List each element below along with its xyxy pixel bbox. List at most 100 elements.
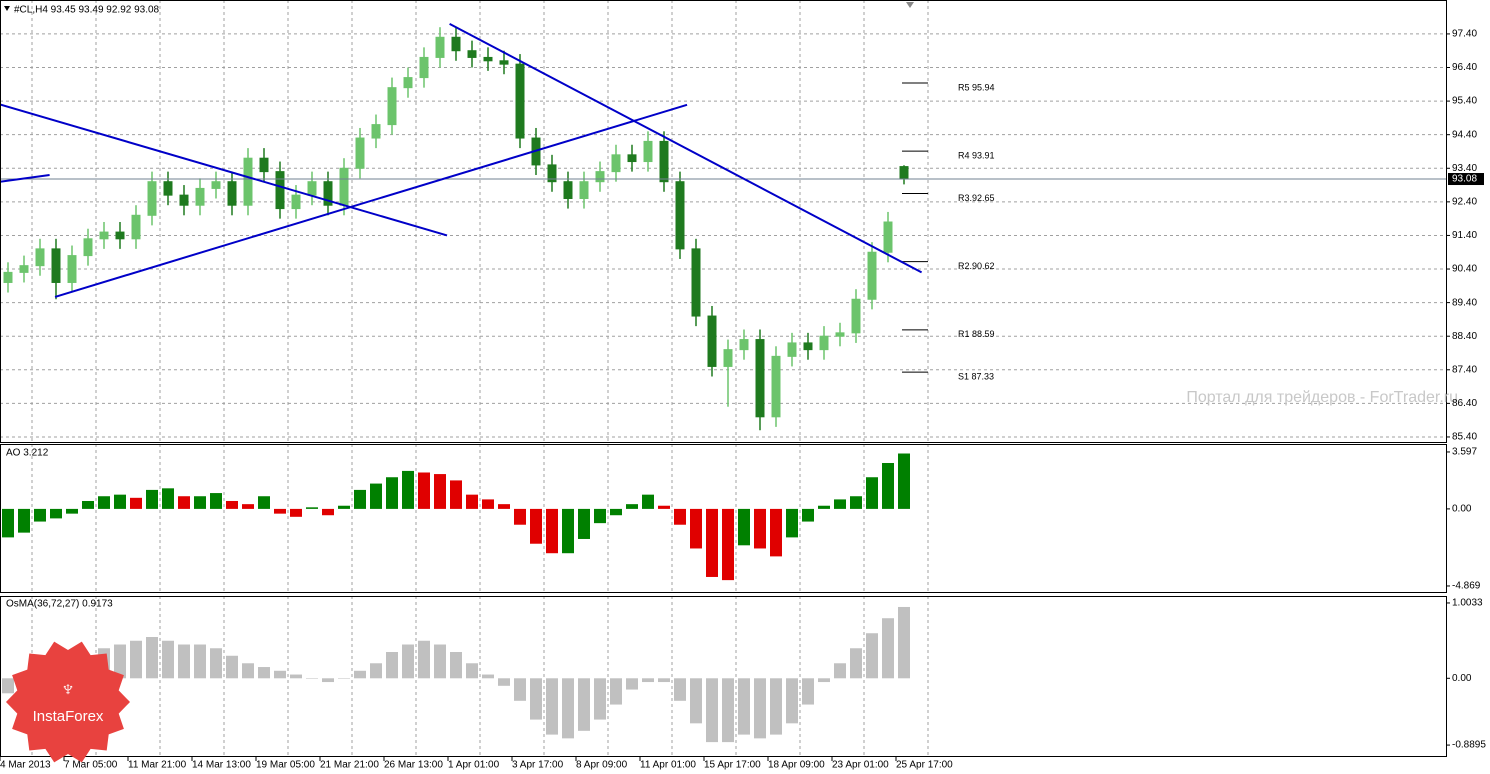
histogram-bar	[338, 678, 350, 679]
histogram-bar	[786, 678, 798, 724]
histogram-bar	[226, 655, 238, 679]
candle-body	[851, 298, 861, 334]
histogram-bar	[2, 508, 14, 538]
candle-body	[147, 181, 157, 216]
histogram-bar	[658, 678, 670, 683]
histogram-bar	[402, 470, 414, 509]
histogram-bar	[370, 663, 382, 679]
last-price-box	[1448, 173, 1484, 186]
histogram-bar	[274, 508, 286, 514]
histogram-bar	[66, 508, 78, 514]
histogram-bar	[482, 674, 494, 679]
ao-title: AO 3.212	[6, 448, 49, 459]
y-tick-label: 0.00	[1452, 673, 1472, 684]
histogram-bar	[642, 678, 654, 683]
histogram-bar	[194, 496, 206, 509]
pivot-label: R5 95.94	[958, 82, 995, 92]
histogram-bar	[626, 678, 638, 690]
histogram-bar	[466, 663, 478, 679]
histogram-bar	[274, 670, 286, 679]
candle-body	[627, 154, 637, 163]
candle-body	[483, 56, 493, 62]
histogram-bar	[306, 678, 318, 679]
histogram-bar	[882, 618, 894, 679]
histogram-bar	[322, 678, 334, 683]
candle-body	[243, 157, 253, 206]
candle-body	[659, 140, 669, 183]
histogram-bar	[770, 678, 782, 735]
y-tick-label: 0.00	[1452, 504, 1472, 515]
candle-body	[787, 342, 797, 357]
candle-body	[115, 231, 125, 240]
histogram-bar	[354, 489, 366, 509]
y-tick-label: 85.40	[1452, 432, 1477, 443]
histogram-bar	[146, 489, 158, 509]
pivot-label: S1 87.33	[958, 372, 994, 382]
histogram-bar	[754, 508, 766, 549]
candle-body	[563, 181, 573, 199]
histogram-bar	[850, 648, 862, 679]
candle-body	[899, 166, 909, 180]
x-tick-label: 4 Mar 2013	[0, 760, 51, 771]
histogram-bar	[738, 508, 750, 546]
x-tick-label: 26 Mar 13:00	[384, 760, 443, 771]
candle-body	[355, 137, 365, 169]
histogram-bar	[354, 670, 366, 679]
candle-body	[803, 342, 813, 351]
histogram-bar	[306, 507, 318, 509]
x-tick-label: 19 Mar 05:00	[256, 760, 315, 771]
y-tick-label: 90.40	[1452, 264, 1477, 275]
candle-body	[99, 231, 109, 240]
y-tick-label: 97.40	[1452, 29, 1477, 40]
histogram-bar	[242, 504, 254, 509]
y-tick-label: 91.40	[1452, 230, 1477, 241]
histogram-bar	[722, 678, 734, 743]
histogram-bar	[674, 508, 686, 525]
histogram-bar	[450, 480, 462, 509]
histogram-bar	[258, 496, 270, 509]
candle-body	[883, 221, 893, 253]
histogram-bar	[802, 508, 814, 522]
candle-body	[83, 238, 93, 257]
trendline	[449, 22, 923, 274]
histogram-bar	[722, 508, 734, 581]
x-tick-label: 23 Apr 01:00	[832, 760, 889, 771]
main-panel-border	[0, 0, 1447, 443]
histogram-bar	[130, 497, 142, 509]
frame	[0, 0, 1447, 757]
candle-body	[611, 154, 621, 173]
histogram-bar	[786, 508, 798, 538]
histogram-bar	[322, 508, 334, 516]
histogram-bar	[226, 500, 238, 509]
candle-body	[819, 335, 829, 351]
histogram-bar	[850, 496, 862, 509]
x-tick-label: 14 Mar 13:00	[192, 760, 251, 771]
pivot-label: R1 88.59	[958, 329, 995, 339]
histogram-bar	[498, 678, 510, 686]
y-tick-label: 93.40	[1452, 163, 1477, 174]
x-tick-label: 25 Apr 17:00	[896, 760, 953, 771]
histogram-bar	[82, 500, 94, 509]
pivot-label: R2.90.62	[958, 261, 995, 271]
histogram-bar	[706, 508, 718, 577]
candle-body	[451, 36, 461, 52]
histogram-bar	[162, 640, 174, 679]
x-tick-label: 11 Mar 21:00	[128, 760, 187, 771]
candle-body	[291, 194, 301, 210]
y-tick-label: -4.869	[1452, 581, 1481, 592]
histogram-bar	[898, 453, 910, 509]
histogram-bar	[514, 678, 526, 701]
histogram-bar	[242, 663, 254, 679]
y-tick-label: 94.40	[1452, 129, 1477, 140]
logo-text: InstaForex	[33, 708, 104, 725]
histogram-bar	[18, 508, 30, 533]
histogram-bar	[530, 508, 542, 544]
candle-body	[867, 251, 877, 300]
histogram-bar	[50, 508, 62, 519]
logo: InstaForex ♆	[6, 641, 130, 763]
histogram-bar	[130, 640, 142, 679]
candle-body	[51, 248, 61, 283]
histogram-bar	[194, 644, 206, 679]
candle-body	[499, 60, 509, 65]
